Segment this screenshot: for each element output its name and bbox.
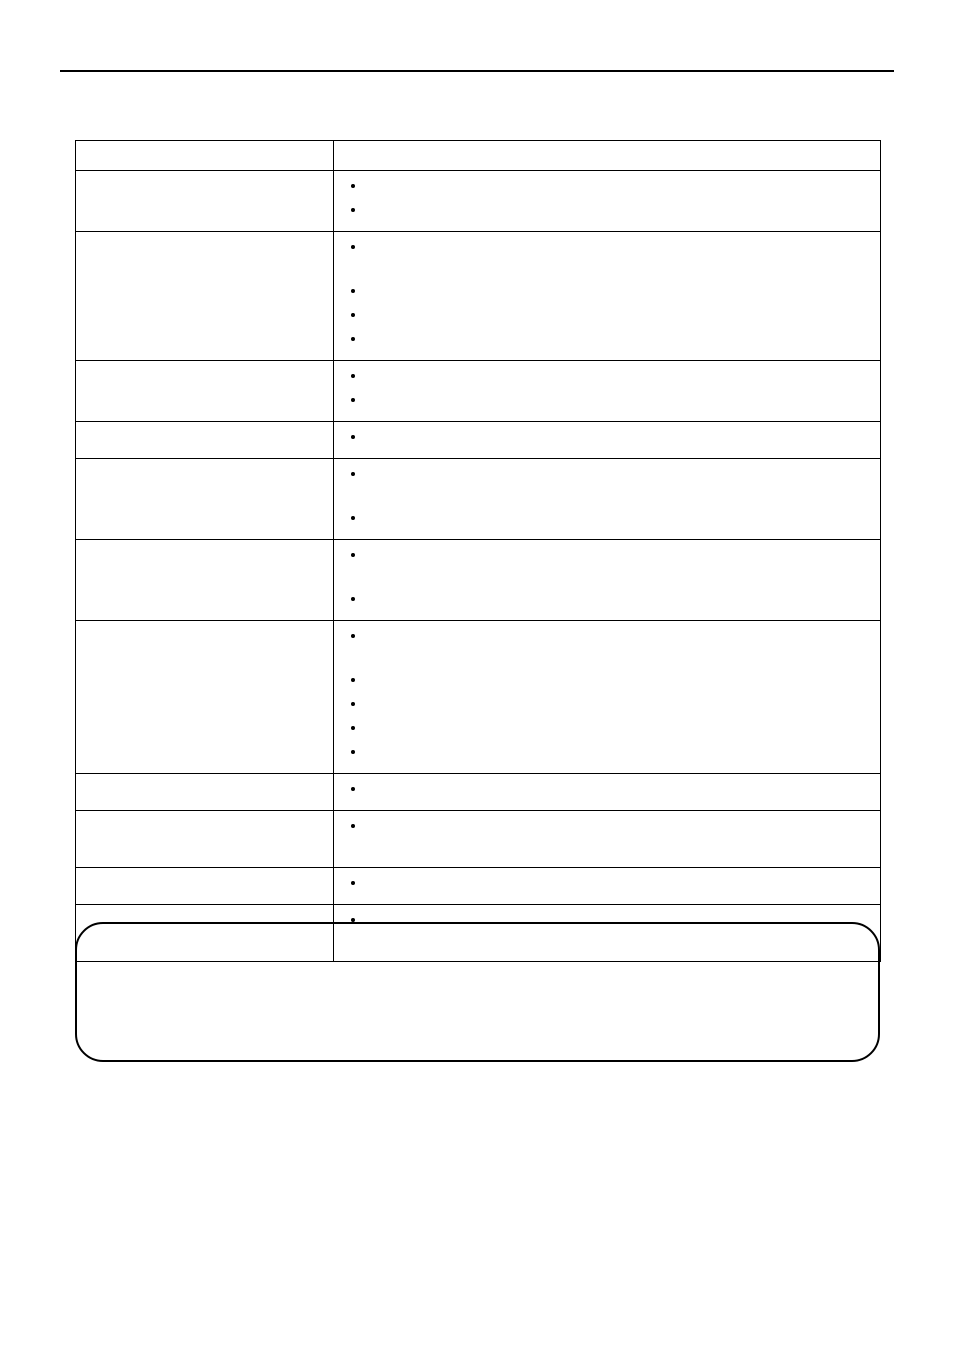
bullet-item <box>366 671 870 695</box>
table-cell-left <box>76 774 334 811</box>
table-row <box>76 171 881 232</box>
bullet-item <box>366 428 870 452</box>
table-cell-left <box>76 540 334 621</box>
table-row <box>76 361 881 422</box>
bullet-item <box>366 719 870 743</box>
bullet-list <box>344 546 870 614</box>
table-header-row <box>76 141 881 171</box>
horizontal-rule <box>60 70 894 72</box>
table-cell-right <box>334 361 881 422</box>
bullet-list <box>344 177 870 225</box>
bullet-item <box>366 743 870 767</box>
bullet-item <box>366 590 870 614</box>
bullet-list <box>344 428 870 452</box>
table-cell-right <box>334 232 881 361</box>
bullet-item <box>366 695 870 719</box>
bullet-item <box>366 817 870 861</box>
bullet-list <box>344 780 870 804</box>
bullet-list <box>344 627 870 767</box>
table-cell-right <box>334 171 881 232</box>
bullet-item <box>366 306 870 330</box>
bullet-item <box>366 546 870 590</box>
table-row <box>76 811 881 868</box>
bullet-list <box>344 817 870 861</box>
table-header-left <box>76 141 334 171</box>
table-cell-left <box>76 422 334 459</box>
table-cell-right <box>334 540 881 621</box>
table-cell-left <box>76 621 334 774</box>
bullet-item <box>366 465 870 509</box>
table-cell-left <box>76 459 334 540</box>
table-row <box>76 774 881 811</box>
bullet-list <box>344 367 870 415</box>
main-table <box>75 140 881 962</box>
table-cell-right <box>334 621 881 774</box>
table-row <box>76 232 881 361</box>
bullet-item <box>366 282 870 306</box>
bullet-list <box>344 465 870 533</box>
bullet-item <box>366 391 870 415</box>
table-cell-left <box>76 868 334 905</box>
bullet-item <box>366 367 870 391</box>
table-header-right <box>334 141 881 171</box>
bullet-item <box>366 238 870 282</box>
table-cell-left <box>76 171 334 232</box>
table-cell-right <box>334 868 881 905</box>
table-row <box>76 621 881 774</box>
table-row <box>76 422 881 459</box>
table-row <box>76 868 881 905</box>
bullet-item <box>366 627 870 671</box>
bullet-list <box>344 874 870 898</box>
table-row <box>76 459 881 540</box>
table-cell-left <box>76 361 334 422</box>
table-cell-right <box>334 774 881 811</box>
table-cell-left <box>76 811 334 868</box>
note-box <box>75 922 880 1062</box>
table-cell-right <box>334 422 881 459</box>
table-cell-left <box>76 232 334 361</box>
bullet-list <box>344 238 870 354</box>
table-cell-right <box>334 459 881 540</box>
bullet-item <box>366 201 870 225</box>
bullet-item <box>366 177 870 201</box>
table-cell-right <box>334 811 881 868</box>
bullet-item <box>366 509 870 533</box>
bullet-item <box>366 874 870 898</box>
table-row <box>76 540 881 621</box>
bullet-item <box>366 780 870 804</box>
bullet-item <box>366 330 870 354</box>
